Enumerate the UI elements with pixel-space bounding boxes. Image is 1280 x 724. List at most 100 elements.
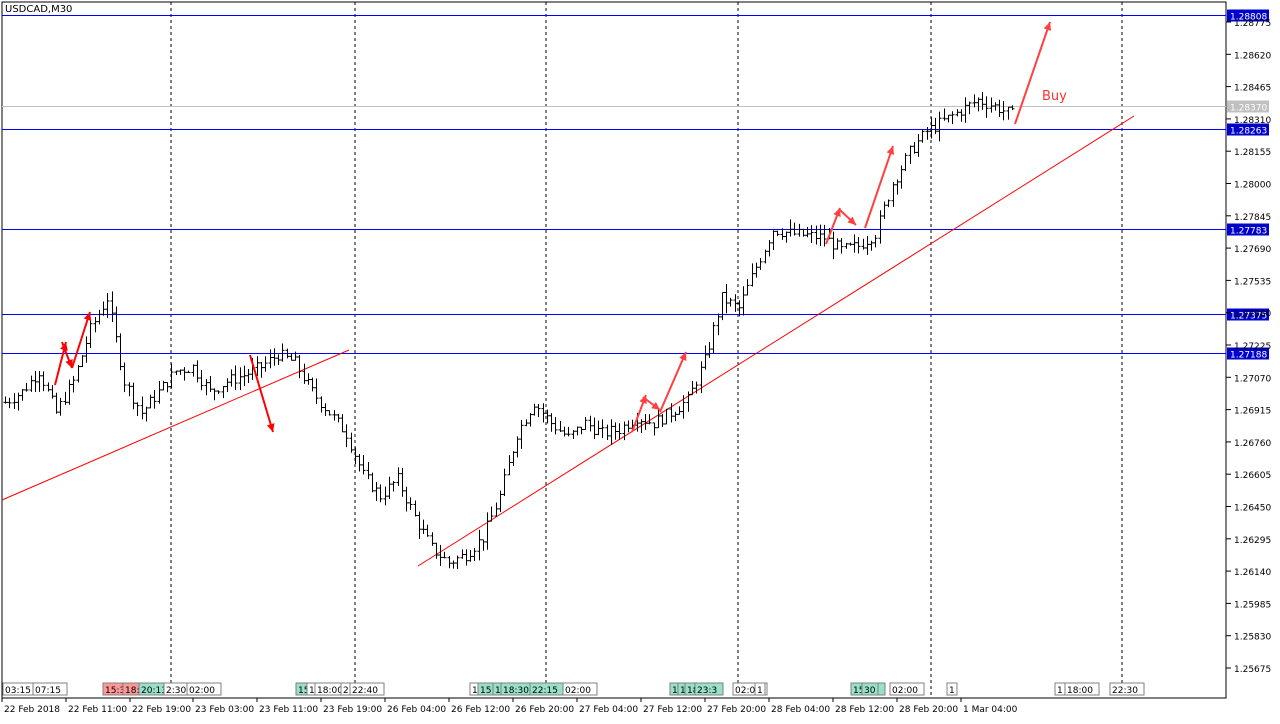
- trendline-right[interactable]: [417, 115, 1135, 567]
- price-tick-label: 1.25830: [1234, 633, 1271, 643]
- price-tick-label: 1.28465: [1234, 84, 1271, 94]
- event-marker-label: 22:40: [352, 686, 378, 696]
- price-tick-label: 1.27845: [1234, 213, 1271, 223]
- event-marker[interactable]: [754, 682, 766, 696]
- event-marker-label: 18:00: [1067, 686, 1093, 696]
- time-tick-label: 22 Feb 2018: [4, 705, 60, 715]
- event-marker[interactable]: [1064, 682, 1100, 696]
- time-tick-label: 23 Feb 19:00: [323, 705, 382, 715]
- arrow-up-head: [83, 312, 92, 321]
- event-marker-label: 2:30: [166, 686, 186, 696]
- event-marker-label: 15: [298, 686, 309, 696]
- price-tick-label: 1.26915: [1234, 407, 1271, 417]
- event-marker-label: 02:00: [735, 686, 761, 696]
- time-tick-label: 1 Mar 04:00: [963, 705, 1018, 715]
- event-marker-label: 1: [672, 686, 678, 696]
- price-tick-label: 1.26760: [1234, 439, 1271, 449]
- event-marker-label: 22:30: [1112, 686, 1138, 696]
- event-marker-label: 1: [472, 686, 478, 696]
- event-marker[interactable]: [889, 682, 925, 696]
- chart-title: USDCAD,M30: [5, 4, 72, 15]
- event-marker[interactable]: [694, 682, 724, 696]
- arrow-up[interactable]: [864, 145, 894, 229]
- arrow-down-head: [847, 216, 856, 225]
- arrow-down-head: [65, 359, 73, 368]
- level-price-tag: [1227, 347, 1269, 360]
- event-marker-label: 1: [309, 686, 315, 696]
- price-tick-label: 1.26140: [1234, 568, 1271, 578]
- event-marker-label: 1: [1057, 686, 1063, 696]
- price-tick-label: 1.27535: [1234, 277, 1271, 287]
- level-price-tag: [1227, 223, 1269, 236]
- event-marker[interactable]: [861, 682, 879, 696]
- horizontal-levels[interactable]: 1.28808 1.28263 1.27783 1.27375 1.27188 1.283…: [2, 9, 1269, 361]
- time-tick-label: 27 Feb 12:00: [643, 705, 702, 715]
- price-tick-label: 1.28000: [1234, 181, 1271, 191]
- time-tick-label: 26 Feb 04:00: [387, 705, 446, 715]
- buy-annotation[interactable]: Buy: [1042, 89, 1067, 104]
- time-tick-label: 22 Feb 19:00: [132, 705, 191, 715]
- vertical-gridlines: [170, 2, 1123, 698]
- price-tick-label: 1.28155: [1234, 148, 1271, 158]
- event-marker-label: 15:3: [105, 686, 125, 696]
- event-marker-label: 02:00: [892, 686, 918, 696]
- event-marker-label: 07:15: [35, 686, 61, 696]
- current-price-tag: [1227, 100, 1269, 113]
- event-marker-label: 18:: [125, 686, 139, 696]
- arrow-up-head: [679, 352, 687, 361]
- trendlines[interactable]: [1, 115, 1135, 567]
- event-marker-label: 15: [480, 686, 491, 696]
- event-marker[interactable]: [562, 682, 598, 696]
- price-tick-label: 1.25985: [1234, 600, 1271, 610]
- plot-area[interactable]: [1, 1, 1227, 699]
- event-marker-label: 22:15: [532, 686, 558, 696]
- event-marker[interactable]: [186, 682, 222, 696]
- event-marker[interactable]: [349, 682, 385, 696]
- current-price-label: 1.28370: [1230, 104, 1267, 114]
- candles: [3, 91, 1015, 570]
- arrow-up-head: [833, 208, 841, 217]
- price-tick-label: 1.28775: [1234, 19, 1271, 29]
- level-price-label: 1.27375: [1230, 312, 1267, 322]
- arrow-down-head: [266, 423, 275, 432]
- level-price-tag: [1227, 123, 1269, 136]
- time-tick-label: 27 Feb 20:00: [707, 705, 766, 715]
- price-tick-label: 1.27690: [1234, 245, 1271, 255]
- event-markers[interactable]: 03:15 07:15 15:3 18: 20:13 2:30 02:00 15 1 18:00 2…: [2, 682, 1145, 696]
- price-tick-label: 1.26450: [1234, 504, 1271, 514]
- event-marker-label: 1: [495, 686, 501, 696]
- time-axis: 22 Feb 2018 22 Feb 11:00 22 Feb 19:00 23 Fe…: [1, 698, 1018, 715]
- price-tick-label: 1.26295: [1234, 536, 1271, 546]
- level-price-tag: [1227, 9, 1269, 22]
- event-marker-label: 2: [343, 686, 349, 696]
- time-tick-label: 28 Feb 20:00: [899, 705, 958, 715]
- price-axis: 1.28775 1.28620 1.28465 1.28310 1.28155 1.280…: [1226, 19, 1271, 675]
- arrow-up-head: [639, 395, 647, 404]
- arrow-down[interactable]: [249, 354, 274, 433]
- trendline-left[interactable]: [1, 349, 350, 501]
- arrow-up[interactable]: [659, 351, 687, 413]
- level-price-tag: [1227, 308, 1269, 321]
- event-marker[interactable]: [32, 682, 68, 696]
- price-tick-label: 1.27070: [1234, 374, 1271, 384]
- price-tick-label: 1.28310: [1234, 116, 1271, 126]
- arrow-up-target[interactable]: [1014, 21, 1051, 125]
- price-tick-label: 1.25675: [1234, 665, 1271, 675]
- arrow-up-head: [886, 146, 895, 155]
- event-marker-label: 18:30: [503, 686, 529, 696]
- arrow-up[interactable]: [71, 311, 91, 369]
- event-marker[interactable]: [946, 682, 958, 696]
- event-marker-label: 20:13: [141, 686, 167, 696]
- time-tick-label: 23 Feb 11:00: [259, 705, 318, 715]
- time-tick-label: 26 Feb 20:00: [515, 705, 574, 715]
- event-marker-label: 1: [949, 686, 955, 696]
- drawn-arrows[interactable]: [54, 21, 1052, 433]
- price-tick-label: 1.27225: [1234, 342, 1271, 352]
- level-price-label: 1.27783: [1230, 227, 1267, 237]
- level-price-label: 1.28263: [1230, 127, 1267, 137]
- event-marker[interactable]: [1109, 682, 1145, 696]
- event-marker-label: 23:3: [697, 686, 717, 696]
- time-tick-label: 22 Feb 11:00: [68, 705, 127, 715]
